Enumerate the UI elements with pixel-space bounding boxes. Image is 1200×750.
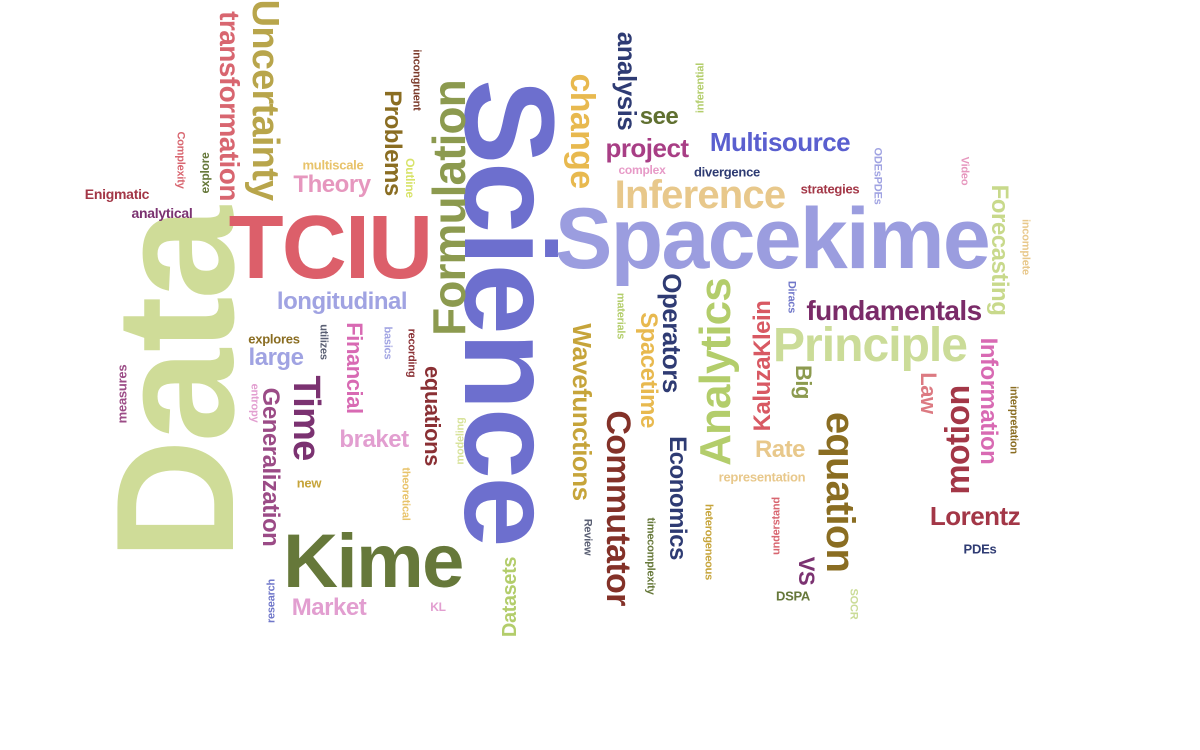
word-odespdes: ODEsPDEs bbox=[871, 147, 884, 205]
word-spacetime: Spacetime bbox=[635, 312, 662, 428]
word-pdes: PDEs bbox=[963, 541, 997, 557]
word-dspa: DSPA bbox=[775, 588, 811, 604]
word-equations: equations bbox=[420, 366, 445, 466]
word-information: Information bbox=[975, 337, 1002, 465]
word-project: project bbox=[605, 133, 689, 163]
word-review: Review bbox=[581, 518, 594, 556]
word-principle: Principle bbox=[772, 319, 968, 372]
word-inferential: inferential bbox=[694, 62, 707, 114]
word-kaluzaklein: KaluzaKlein bbox=[749, 300, 776, 432]
word-forecasting: Forecasting bbox=[986, 184, 1013, 316]
word-new: new bbox=[296, 475, 322, 491]
word-understand: understand bbox=[770, 497, 783, 555]
word-diracs: Diracs bbox=[785, 280, 798, 314]
word-spacekime: Spacekime bbox=[555, 191, 991, 287]
word-explores: explores bbox=[248, 331, 300, 347]
word-complex: complex bbox=[618, 163, 666, 177]
word-interpretation: interpretation bbox=[1007, 386, 1020, 454]
word-vs: VS bbox=[794, 556, 819, 586]
word-formulation: Formulation bbox=[423, 80, 475, 336]
word-incomplete: incomplete bbox=[1019, 219, 1032, 275]
word-fundamentals: fundamentals bbox=[806, 295, 982, 326]
word-outline: Outline bbox=[403, 158, 417, 198]
word-analytical: analytical bbox=[131, 205, 193, 221]
word-representation: representation bbox=[718, 469, 806, 485]
word-divergence: divergence bbox=[693, 164, 761, 180]
word-kl: KL bbox=[430, 600, 446, 614]
word-analytics: Analytics bbox=[691, 278, 740, 466]
word-longitudinal: longitudinal bbox=[276, 288, 408, 315]
word-materials: materials bbox=[614, 292, 627, 340]
word-multisource: Multisource bbox=[709, 127, 851, 157]
word-multiscale: multiscale bbox=[302, 157, 364, 173]
word-commutator: Commutator bbox=[599, 410, 637, 606]
word-inference: Inference bbox=[614, 173, 786, 217]
word-problems: Problems bbox=[379, 90, 406, 196]
word-transformation: transformation bbox=[214, 11, 245, 201]
word-generalization: Generalization bbox=[257, 387, 284, 547]
word-video: Video bbox=[958, 156, 971, 186]
word-complexity: Complexity bbox=[174, 131, 187, 189]
word-motion: motion bbox=[939, 385, 977, 495]
word-utilizes: utilizes bbox=[317, 324, 330, 360]
word-big: Big bbox=[791, 364, 816, 400]
word-wavefunctions: Wavefunctions bbox=[567, 323, 597, 501]
word-equation: equation bbox=[818, 411, 862, 573]
word-economics: Economics bbox=[664, 436, 691, 560]
word-timecomplexity: timecomplexity bbox=[644, 517, 657, 595]
word-analysis: analysis bbox=[612, 31, 642, 131]
word-explore: explore bbox=[198, 152, 212, 194]
word-theoretical: theoretical bbox=[399, 467, 412, 521]
word-datasets: Datasets bbox=[499, 556, 521, 638]
word-basics: basics bbox=[381, 326, 394, 360]
word-heterogeneous: heterogeneous bbox=[702, 504, 715, 580]
word-enigmatic: Enigmatic bbox=[84, 186, 150, 202]
word-tciu: TCIU bbox=[228, 198, 434, 298]
word-change: change bbox=[563, 73, 601, 189]
word-uncertainty: Uncertainty bbox=[244, 0, 286, 201]
word-operators: Operators bbox=[657, 273, 687, 393]
word-large: large bbox=[248, 344, 304, 371]
word-theory: Theory bbox=[293, 171, 371, 198]
word-rate: Rate bbox=[754, 436, 806, 463]
word-financial: Financial bbox=[342, 322, 367, 414]
word-entropy: entropy bbox=[248, 383, 261, 423]
word-see: see bbox=[639, 103, 679, 130]
word-socr: SOCR bbox=[847, 588, 860, 620]
word-market: Market bbox=[291, 594, 367, 621]
word-time: Time bbox=[285, 375, 327, 461]
word-braket: braket bbox=[339, 426, 409, 453]
word-research: research bbox=[265, 578, 278, 624]
word-incongruent: incongruent bbox=[410, 49, 423, 111]
word-kime: Kime bbox=[283, 519, 464, 604]
word-recording: recording bbox=[405, 328, 418, 378]
word-modeling: modeling bbox=[454, 417, 467, 465]
word-measures: measures bbox=[114, 364, 130, 424]
word-strategies: strategies bbox=[800, 181, 860, 197]
word-law: Law bbox=[916, 372, 941, 414]
word-lorentz: Lorentz bbox=[929, 501, 1021, 531]
